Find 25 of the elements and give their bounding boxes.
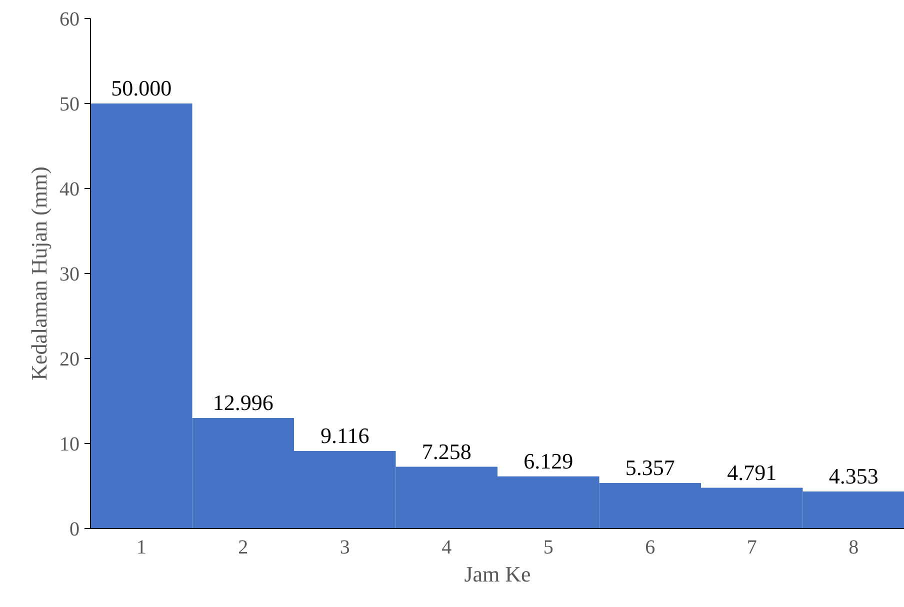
x-tick-label: 4	[442, 536, 452, 558]
x-tick-label: 8	[848, 536, 859, 558]
x-tick-label: 2	[238, 536, 248, 558]
data-label: 9.116	[320, 423, 370, 448]
x-tick-label: 5	[543, 536, 554, 558]
y-axis-title: Kedalaman Hujan (mm)	[26, 166, 52, 380]
data-label: 50.000	[111, 76, 172, 100]
y-tick-label: 0	[70, 518, 80, 540]
x-tick-label: 7	[746, 536, 757, 558]
data-label: 7.258	[422, 438, 472, 464]
x-tick-label: 1	[136, 536, 146, 558]
y-tick-label: 60	[60, 8, 80, 30]
x-axis-title: Jam Ke	[464, 562, 531, 586]
x-tick-label: 3	[340, 536, 350, 558]
x-tick-label: 6	[645, 536, 656, 558]
y-tick-label: 20	[60, 348, 80, 370]
data-label: 6.129	[524, 448, 574, 474]
data-label: 4.353	[828, 464, 878, 488]
data-label: 5.357	[625, 454, 675, 480]
data-label: 4.791	[727, 460, 777, 485]
y-tick-label: 10	[60, 434, 80, 456]
y-tick-label: 30	[60, 264, 80, 286]
y-tick-label: 40	[60, 178, 80, 200]
y-tick-label: 50	[60, 94, 80, 116]
data-label: 12.996	[212, 390, 274, 416]
